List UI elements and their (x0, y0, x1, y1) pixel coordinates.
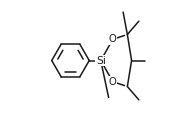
Text: O: O (109, 34, 117, 44)
Text: Si: Si (96, 56, 106, 65)
Text: O: O (109, 77, 117, 87)
